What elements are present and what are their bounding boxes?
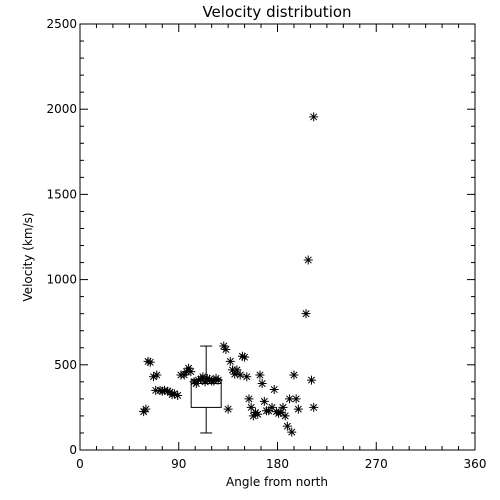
x-axis-label: Angle from north (226, 475, 328, 489)
data-point (257, 379, 267, 389)
data-point (278, 402, 288, 412)
data-point (276, 408, 286, 418)
x-tick-label: 360 (464, 457, 487, 471)
data-point (173, 390, 183, 400)
data-point (280, 411, 290, 421)
data-marks (139, 112, 319, 437)
x-tick-label: 270 (365, 457, 388, 471)
data-point (194, 375, 203, 385)
data-point (143, 356, 153, 366)
data-point (232, 365, 242, 375)
data-point (219, 341, 229, 351)
data-point (167, 390, 177, 400)
data-point (145, 357, 155, 367)
x-tick-label: 90 (171, 457, 186, 471)
data-point (309, 402, 319, 412)
y-tick-label: 500 (54, 358, 77, 372)
data-point (291, 394, 301, 404)
data-point (179, 370, 189, 380)
chart-title: Velocity distribution (202, 3, 351, 21)
y-tick-label: 1500 (46, 187, 77, 201)
y-tick-label: 1000 (46, 273, 77, 287)
y-tick-label: 2000 (46, 102, 77, 116)
plot-frame (79, 23, 476, 451)
data-point (269, 385, 279, 395)
data-point (221, 344, 231, 354)
data-point (225, 356, 235, 366)
data-point (248, 411, 258, 421)
data-point (282, 421, 292, 431)
data-point (303, 255, 313, 265)
data-point (267, 402, 277, 412)
data-point (259, 396, 269, 406)
data-point (240, 352, 250, 362)
data-point (186, 367, 196, 377)
data-point (191, 379, 201, 389)
data-point (301, 309, 311, 319)
data-point (202, 373, 212, 383)
data-point (307, 375, 317, 385)
data-point (235, 370, 245, 380)
data-point (253, 409, 263, 419)
data-point (223, 404, 233, 414)
data-point (157, 386, 167, 396)
data-point (289, 370, 299, 380)
data-point (287, 427, 297, 437)
axes: 0 90 180 270 360 0 500 1000 1500 2000 2500 (46, 17, 486, 471)
data-point (274, 408, 284, 418)
y-tick-label: 0 (69, 443, 77, 457)
data-point (246, 402, 256, 412)
data-point (285, 394, 295, 404)
data-point (237, 351, 247, 361)
data-point (293, 404, 303, 414)
x-tick-label: 180 (266, 457, 289, 471)
data-point (264, 406, 274, 416)
data-point (230, 369, 240, 379)
data-point (244, 394, 254, 404)
data-point (141, 404, 151, 414)
data-point (169, 389, 179, 399)
data-point (163, 386, 173, 396)
data-point (184, 363, 194, 373)
data-point (309, 112, 319, 122)
y-axis-label: Velocity (km/s) (21, 212, 35, 301)
data-point (152, 370, 162, 380)
x-tick-label: 0 (76, 457, 84, 471)
data-point (200, 377, 210, 387)
data-point (149, 372, 159, 382)
data-point (242, 372, 252, 382)
data-point (159, 385, 169, 395)
data-point (198, 372, 208, 382)
y-tick-label: 2500 (46, 17, 77, 31)
data-point (213, 375, 223, 385)
data-point (255, 370, 265, 380)
